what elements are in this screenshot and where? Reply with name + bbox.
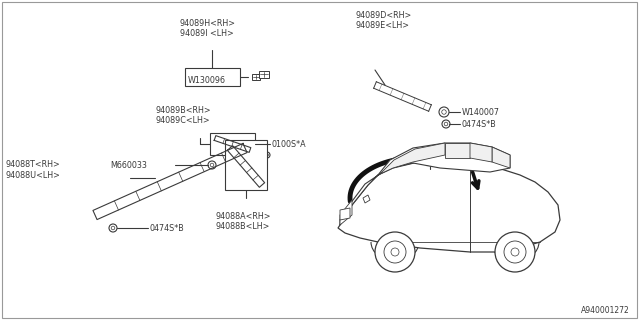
Circle shape [210, 163, 214, 167]
Circle shape [442, 120, 450, 128]
Bar [225, 140, 267, 190]
Text: 94089H<RH>
94089I <LH>: 94089H<RH> 94089I <LH> [180, 19, 236, 38]
Circle shape [384, 241, 406, 263]
Circle shape [495, 232, 535, 272]
Circle shape [444, 122, 448, 126]
Circle shape [442, 110, 446, 114]
Text: 0474S*B: 0474S*B [462, 119, 497, 129]
Circle shape [511, 248, 519, 256]
Text: 0100S*A: 0100S*A [272, 140, 307, 148]
Circle shape [266, 154, 268, 156]
Text: W140007: W140007 [462, 108, 500, 116]
Text: 94089D<RH>
94089E<LH>: 94089D<RH> 94089E<LH> [355, 11, 412, 30]
Polygon shape [340, 174, 380, 225]
Bar [259, 70, 269, 77]
Circle shape [111, 226, 115, 230]
Polygon shape [340, 200, 352, 225]
Text: 94088A<RH>
94088B<LH>: 94088A<RH> 94088B<LH> [215, 212, 271, 231]
Text: 0474S*B: 0474S*B [150, 223, 185, 233]
Circle shape [109, 224, 117, 232]
Text: 94089B<RH>
94089C<LH>: 94089B<RH> 94089C<LH> [155, 106, 211, 125]
Circle shape [504, 241, 526, 263]
Circle shape [439, 107, 449, 117]
Circle shape [375, 232, 415, 272]
Polygon shape [338, 160, 560, 252]
Polygon shape [378, 143, 510, 175]
Text: W130096: W130096 [188, 76, 226, 84]
Text: 94088T<RH>
94088U<LH>: 94088T<RH> 94088U<LH> [5, 160, 60, 180]
Bar [210, 133, 255, 155]
Polygon shape [380, 143, 445, 174]
Polygon shape [340, 208, 350, 220]
Text: A940001272: A940001272 [581, 306, 630, 315]
Circle shape [391, 248, 399, 256]
Polygon shape [470, 143, 492, 162]
Polygon shape [492, 147, 510, 168]
Text: M660033: M660033 [110, 161, 147, 170]
Polygon shape [445, 143, 470, 158]
Circle shape [264, 152, 270, 158]
Bar [252, 74, 260, 80]
Polygon shape [363, 195, 370, 203]
Bar [185, 68, 240, 86]
Circle shape [208, 161, 216, 169]
